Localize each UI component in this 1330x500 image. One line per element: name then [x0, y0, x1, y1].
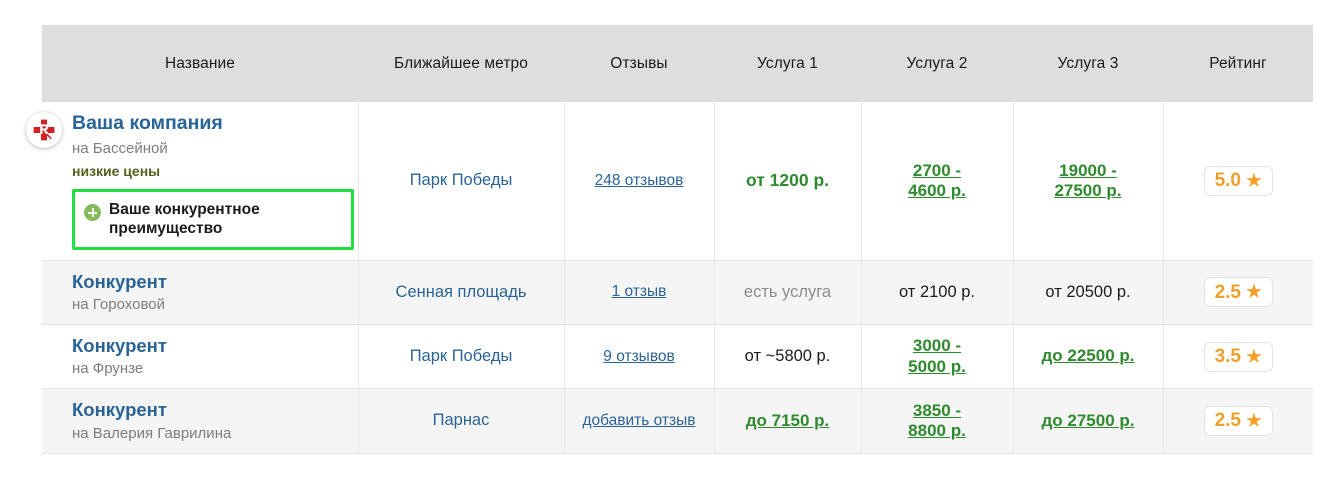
reviews-link[interactable]: 9 отзывов	[603, 347, 675, 365]
service1-cell: от ~5800 р.	[714, 324, 862, 390]
service2-cell: 3850 -8800 р.	[861, 388, 1014, 454]
reviews-link[interactable]: 248 отзывов	[594, 171, 684, 189]
star-icon: ★	[1244, 169, 1263, 192]
company-logo-icon	[26, 112, 62, 148]
star-icon: ★	[1244, 281, 1263, 304]
company-name-cell: Конкурент на Валерия Гаврилина	[42, 388, 359, 454]
metro-link[interactable]: Парнас	[432, 411, 490, 430]
competitor-comparison-table: Название Ближайшее метро Отзывы Услуга 1…	[42, 25, 1313, 454]
rating-badge: 2.5 ★	[1203, 405, 1273, 436]
service2-price: от 2100 р.	[898, 282, 975, 301]
company-address: на Валерия Гаврилина	[72, 424, 232, 442]
service3-cell: 19000 -27500 р.	[1013, 102, 1164, 261]
table-header: Название Ближайшее метро Отзывы Услуга 1…	[42, 25, 1313, 102]
table-body: Ваша компания на Бассейной низкие цены В…	[42, 102, 1313, 454]
column-header-metro: Ближайшее метро	[358, 25, 564, 102]
metro-cell: Парнас	[358, 388, 565, 454]
service2-price-link[interactable]: 3000 -5000 р.	[908, 336, 966, 376]
company-name-link[interactable]: Конкурент	[72, 335, 167, 357]
table-row: Конкурент на Валерия Гаврилина Парнас до…	[42, 388, 1313, 454]
company-tagline: низкие цены	[72, 163, 161, 180]
service3-cell: до 22500 р.	[1013, 324, 1164, 390]
company-address: на Гороховой	[72, 296, 165, 314]
company-address: на Бассейной	[72, 140, 168, 158]
rating-badge: 5.0 ★	[1203, 165, 1273, 196]
company-name-cell: Ваша компания на Бассейной низкие цены В…	[42, 102, 359, 261]
service1-cell: есть услуга	[714, 260, 862, 326]
rating-value: 2.5	[1214, 410, 1241, 432]
company-name-cell: Конкурент на Гороховой	[42, 260, 359, 326]
service2-price-link[interactable]: 2700 -4600 р.	[908, 160, 966, 200]
table-row: Ваша компания на Бассейной низкие цены В…	[42, 102, 1313, 261]
service2-price-link[interactable]: 3850 -8800 р.	[908, 400, 966, 440]
rating-value: 3.5	[1214, 346, 1241, 368]
table-row: Конкурент на Фрунзе Парк Победы 9 отзыво…	[42, 324, 1313, 390]
star-icon: ★	[1244, 409, 1263, 432]
column-header-rating: Рейтинг	[1163, 25, 1313, 102]
service2-cell: 2700 -4600 р.	[861, 102, 1014, 261]
rating-value: 5.0	[1214, 170, 1241, 192]
service2-cell: от 2100 р.	[861, 260, 1014, 326]
company-name-link[interactable]: Конкурент	[72, 399, 167, 421]
rating-badge: 3.5 ★	[1203, 341, 1273, 372]
service1-cell: до 7150 р.	[714, 388, 862, 454]
reviews-cell: добавить отзыв	[564, 388, 715, 454]
metro-cell: Парк Победы	[358, 324, 565, 390]
metro-cell: Парк Победы	[358, 102, 565, 261]
column-header-reviews: Отзывы	[564, 25, 714, 102]
star-icon: ★	[1244, 345, 1263, 368]
add-review-link[interactable]: добавить отзыв	[582, 411, 696, 429]
reviews-cell: 9 отзывов	[564, 324, 715, 390]
reviews-cell: 248 отзывов	[564, 102, 715, 261]
column-header-service3: Услуга 3	[1013, 25, 1163, 102]
rating-cell: 3.5 ★	[1163, 324, 1313, 390]
service1-price-link[interactable]: до 7150 р.	[745, 410, 830, 430]
service1-price: есть услуга	[743, 282, 832, 301]
service3-price-link[interactable]: до 22500 р.	[1041, 346, 1135, 366]
service3-price: от 20500 р.	[1045, 282, 1131, 301]
service3-price-link[interactable]: 19000 -27500 р.	[1054, 160, 1122, 200]
metro-link[interactable]: Парк Победы	[409, 347, 513, 366]
service1-cell: от 1200 р.	[714, 102, 862, 261]
company-address: на Фрунзе	[72, 360, 144, 378]
service3-cell: от 20500 р.	[1013, 260, 1164, 326]
company-name-link[interactable]: Ваша компания	[72, 112, 223, 134]
company-name-cell: Конкурент на Фрунзе	[42, 324, 359, 390]
rating-badge: 2.5 ★	[1203, 277, 1273, 308]
service1-price: от 1200 р.	[745, 170, 830, 191]
reviews-link[interactable]: 1 отзыв	[611, 283, 667, 301]
service1-price: от ~5800 р.	[744, 347, 831, 366]
service2-cell: 3000 -5000 р.	[861, 324, 1014, 390]
column-header-service1: Услуга 1	[714, 25, 861, 102]
rating-cell: 5.0 ★	[1163, 102, 1313, 261]
competitive-advantage-box[interactable]: Ваше конкурентное преимущество	[72, 189, 354, 250]
column-header-service2: Услуга 2	[861, 25, 1013, 102]
metro-link[interactable]: Парк Победы	[409, 171, 513, 190]
plus-icon	[84, 204, 101, 222]
company-name-link[interactable]: Конкурент	[72, 270, 167, 292]
competitive-advantage-text: Ваше конкурентное преимущество	[109, 201, 260, 237]
rating-value: 2.5	[1214, 281, 1241, 303]
reviews-cell: 1 отзыв	[564, 260, 715, 326]
metro-link[interactable]: Сенная площадь	[395, 282, 527, 301]
metro-cell: Сенная площадь	[358, 260, 565, 326]
rating-cell: 2.5 ★	[1163, 388, 1313, 454]
header-row: Название Ближайшее метро Отзывы Услуга 1…	[42, 25, 1313, 102]
rating-cell: 2.5 ★	[1163, 260, 1313, 326]
column-header-name: Название	[42, 25, 358, 102]
service3-cell: до 27500 р.	[1013, 388, 1164, 454]
table-row: Конкурент на Гороховой Сенная площадь 1 …	[42, 260, 1313, 326]
service3-price-link[interactable]: до 27500 р.	[1041, 410, 1135, 430]
